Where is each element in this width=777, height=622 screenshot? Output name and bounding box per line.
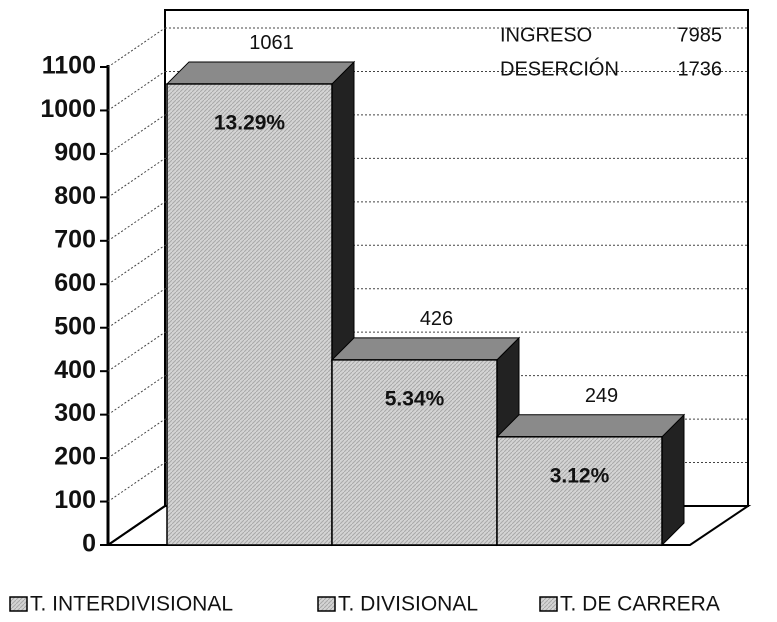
grid-line	[107, 244, 166, 285]
value-label: 249	[585, 385, 618, 407]
grid-line	[107, 462, 166, 502]
bar	[166, 83, 333, 546]
y-tick-label: 1000	[40, 95, 96, 123]
legend-swatch	[9, 596, 28, 612]
legend-label: T. DE CARRERA	[560, 593, 720, 616]
annotation-value: 1736	[678, 58, 723, 80]
y-tick-label: 1100	[42, 52, 96, 80]
bar-side	[661, 413, 685, 547]
bar-top	[165, 61, 356, 85]
grid-line	[107, 157, 166, 198]
grid-line	[107, 331, 166, 372]
percent-label: 13.29%	[214, 111, 286, 134]
y-tick-label: 900	[54, 139, 96, 167]
percent-label: 5.34%	[385, 387, 445, 410]
y-tick-label: 500	[54, 312, 96, 340]
annotation-label: DESERCIÓN	[500, 57, 619, 80]
bar-top	[330, 337, 521, 361]
y-tick-label: 700	[54, 225, 96, 253]
bar	[496, 436, 663, 546]
grid-line	[107, 418, 166, 459]
legend-swatch	[317, 596, 336, 612]
grid-line	[107, 201, 166, 242]
grid-line	[107, 288, 166, 329]
value-label: 426	[420, 308, 453, 330]
value-label: 1061	[249, 32, 294, 54]
y-tick-label: 200	[54, 443, 96, 471]
grid-line	[107, 114, 166, 155]
grid-line	[107, 375, 166, 416]
y-tick-label: 300	[54, 399, 96, 427]
annotation-value: 7985	[678, 24, 723, 46]
bar-top	[495, 414, 686, 438]
legend-label: T. DIVISIONAL	[338, 593, 478, 616]
y-tick-label: 600	[54, 269, 96, 297]
y-tick-label: 0	[82, 530, 96, 558]
y-tick-label: 400	[54, 356, 96, 384]
legend-swatch	[539, 596, 558, 612]
grid-line	[107, 71, 166, 111]
grid-line	[107, 27, 166, 68]
wall-edge	[107, 505, 166, 546]
annotation-label: INGRESO	[500, 24, 592, 46]
y-tick-label: 100	[54, 486, 96, 514]
y-tick-label: 800	[54, 182, 96, 210]
bar	[331, 359, 498, 546]
percent-label: 3.12%	[550, 464, 610, 487]
legend-label: T. INTERDIVISIONAL	[30, 593, 233, 616]
